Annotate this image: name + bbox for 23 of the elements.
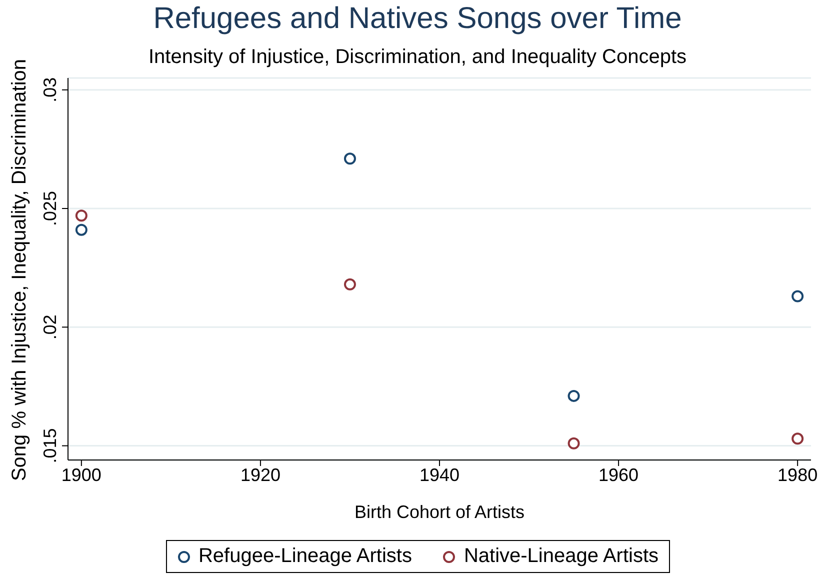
x-tick-label: 1920	[240, 464, 280, 485]
point	[792, 290, 804, 302]
y-tick-label: .025	[40, 190, 60, 226]
y-tick-label: .02	[40, 314, 60, 340]
point	[75, 224, 88, 236]
x-tick-label: 1900	[61, 464, 102, 485]
point	[792, 432, 804, 445]
x-tick-label: 1960	[598, 464, 639, 485]
x-tick-label: 1940	[419, 464, 460, 485]
y-axis-title: Song % with Injustice, Inequality, Discrimination	[8, 58, 32, 484]
point	[344, 152, 356, 165]
x-tick-label: 1980	[778, 464, 818, 485]
chart-title: Refugees and Natives Songs over Time	[152, 2, 683, 36]
y-tick-label: .015	[40, 428, 60, 464]
legend-label: Refugee-Lineage Artists	[198, 545, 412, 568]
point	[568, 437, 580, 450]
chart-subtitle: Intensity of Injustice, Discrimination, and Inequality Concepts	[148, 46, 687, 68]
legend-label: Native-Lineage Artists	[462, 545, 659, 568]
y-tick-label: .03	[40, 77, 60, 102]
point	[568, 390, 580, 402]
x-axis-title: Birth Cohort of Artists	[353, 502, 526, 523]
point	[75, 210, 88, 222]
point	[344, 278, 356, 290]
